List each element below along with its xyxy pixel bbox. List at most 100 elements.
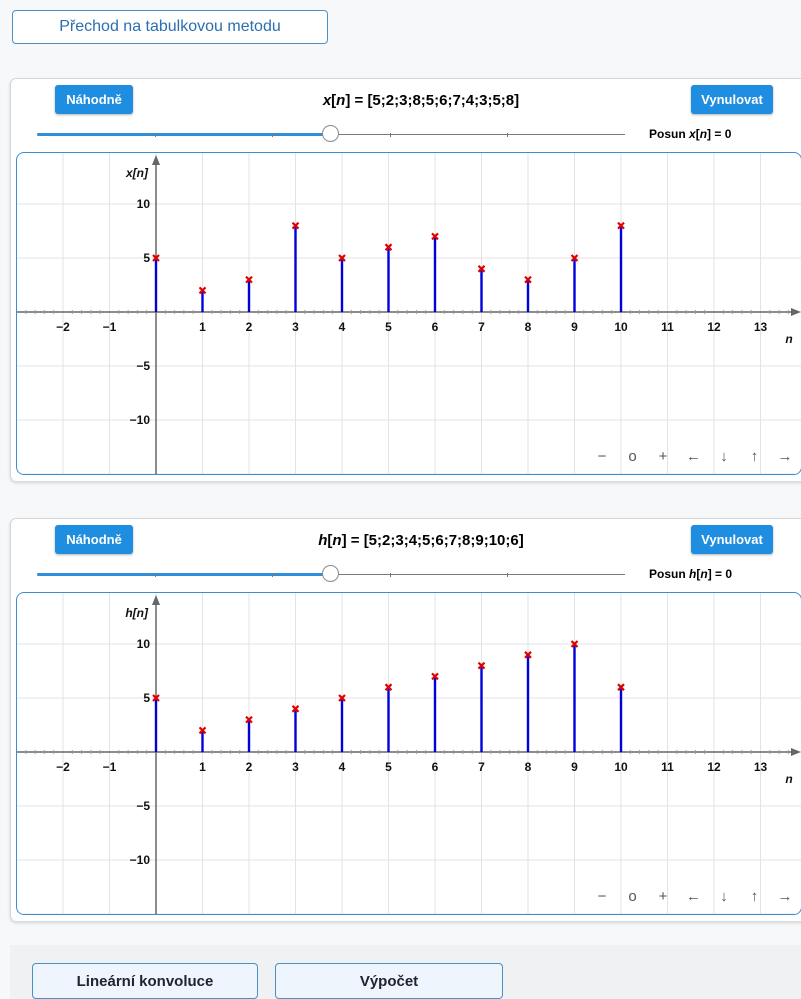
reset-h-button[interactable]: Vynulovat [691,525,773,554]
slider-tick [507,573,508,577]
stem-marker [245,715,253,724]
y-tick-label: 5 [143,691,150,705]
stem-marker [570,640,579,648]
bottom-bar: Lineární konvoluce Výpočet [10,945,801,999]
pan-down-icon[interactable]: ↓ [720,887,728,905]
title-index-var: n [336,92,346,109]
x-tick-label: −1 [103,760,117,774]
y-axis-arrow [152,155,160,165]
pan-right-icon[interactable]: → [777,447,793,465]
marker-stroke [617,683,625,691]
zoom-reset-icon[interactable]: o [628,447,637,465]
x-axis-arrow [791,748,801,756]
zoom-out-icon[interactable]: − [597,447,607,465]
marker-stroke [291,221,300,230]
grid [17,593,801,914]
x-tick-label: 13 [754,760,768,774]
slider-tick [155,573,156,577]
stem-marker [477,661,486,670]
random-x-button[interactable]: Náhodně [55,85,133,114]
x-axis-label: n [785,332,792,346]
table-method-button[interactable]: Přechod na tabulkovou metodu [12,10,328,44]
stem-marker [338,694,346,702]
x-tick-label: 9 [571,760,578,774]
x-tick-label: 3 [292,760,299,774]
x-tick-label: 10 [614,320,628,334]
stem-marker [198,726,207,735]
signal-x-graph[interactable]: −2 −1 1 2 3 4 5 6 7 8 9 10 11 12 13 10 5 −5 −10 x[n] n − o + ← ↓… [16,152,801,475]
marker-stroke [152,254,160,262]
shift-signal-name: x [689,127,696,141]
marker-stroke [524,651,532,659]
stem-marker [431,232,439,241]
marker-stroke [152,694,160,702]
zoom-in-icon[interactable]: + [658,887,668,905]
x-tick-label: 8 [525,760,532,774]
shift-h-readout: Posun h[n] = 0 [649,567,733,581]
calculation-button[interactable]: Výpočet [275,963,503,999]
y-tick-label: −5 [136,799,150,813]
title-signal-name: x [322,92,332,109]
slider-tick [390,573,391,577]
reset-x-button[interactable]: Vynulovat [691,85,773,114]
stem-marker [617,683,625,691]
x-tick-label: 10 [614,760,628,774]
stem-marker [152,694,160,702]
shift-x-readout: Posun x[n] = 0 [649,127,732,141]
y-tick-label: 10 [137,637,151,651]
x-tick-label: 12 [707,320,721,334]
y-tick-label: 10 [137,197,151,211]
shift-h-slider[interactable] [37,564,625,584]
x-tick-label: 4 [339,320,346,334]
x-tick-label: 1 [199,760,206,774]
shift-x-slider[interactable] [37,124,625,144]
pan-down-icon[interactable]: ↓ [720,447,728,465]
shift-value: 0 [724,127,732,141]
x-tick-label: −2 [56,320,70,334]
stem-marker [291,705,300,713]
marker-stroke [291,705,300,713]
slider-tick [272,573,273,577]
x-tick-label: 13 [754,320,768,334]
marker-stroke [477,265,486,273]
x-axis-label: n [785,772,792,786]
slider-fill [37,573,330,576]
pan-up-icon[interactable]: ↑ [750,887,759,905]
random-h-button[interactable]: Náhodně [55,525,133,554]
x-tick-label: 5 [385,320,392,334]
stem-marker [291,221,300,230]
marker-stroke [431,232,439,241]
stem-marker [198,286,207,295]
marker-stroke [524,275,532,284]
zoom-out-icon[interactable]: − [597,887,607,905]
signal-h-title: h[n] = [5;2;3;4;5;6;7;8;9;10;6] [318,532,524,549]
stem-marker [617,221,625,230]
marker-stroke [570,640,579,648]
shift-index-var: n [700,567,708,581]
x-tick-label: 11 [661,320,674,334]
pan-left-icon[interactable]: ← [686,447,701,465]
slider-knob[interactable] [322,565,339,582]
pan-left-icon[interactable]: ← [686,887,701,905]
y-tick-label: −10 [130,853,151,867]
zoom-reset-icon[interactable]: o [628,887,637,905]
slider-knob[interactable] [322,125,339,142]
slider-track [330,574,625,575]
pan-up-icon[interactable]: ↑ [750,447,759,465]
linear-convolution-button[interactable]: Lineární konvoluce [32,963,258,999]
x-tick-label: 12 [707,760,721,774]
signal-h-graph[interactable]: −2 −1 1 2 3 4 5 6 7 8 9 10 11 12 13 10 5 −5 −10 h[n] n − o + ← ↓… [16,592,801,915]
slider-tick [155,133,156,137]
marker-stroke [384,243,393,251]
marker-stroke [617,221,625,230]
zoom-in-icon[interactable]: + [658,447,668,465]
y-axis-label: x[n] [125,166,149,180]
x-tick-label: 1 [199,320,206,334]
title-values: [5;2;3;8;5;6;7;4;3;5;8] [367,92,520,109]
stem-marker [477,265,486,273]
signal-x-panel: Náhodně x[n] = [5;2;3;8;5;6;7;4;3;5;8] V… [10,78,801,481]
pan-right-icon[interactable]: → [777,887,793,905]
x-tick-label: −2 [56,760,70,774]
